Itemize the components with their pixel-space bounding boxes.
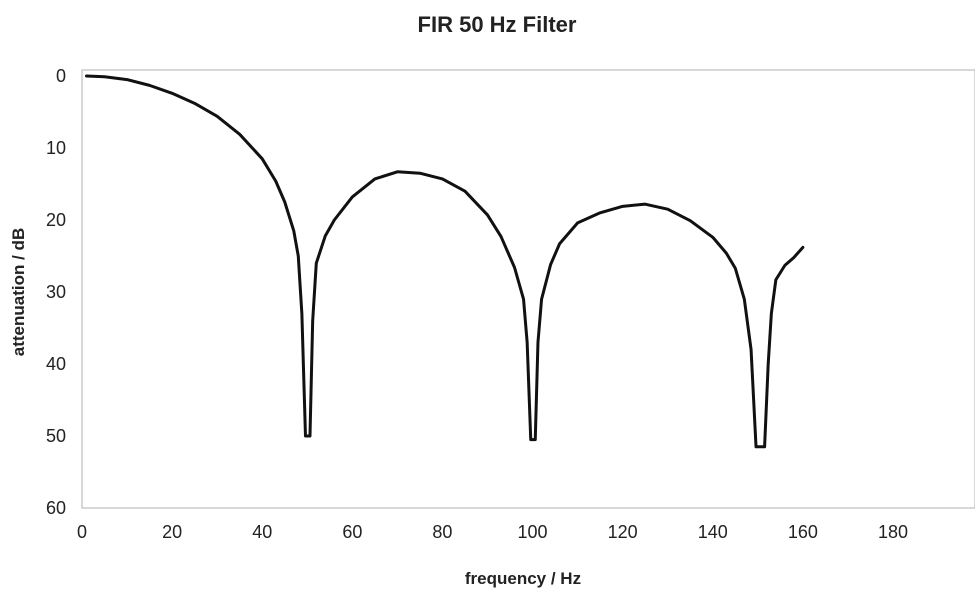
x-tick-label: 160 [788, 522, 818, 542]
x-tick-label: 140 [698, 522, 728, 542]
y-tick-label: 60 [46, 498, 66, 518]
chart-title: FIR 50 Hz Filter [418, 12, 577, 37]
x-tick-label: 180 [878, 522, 908, 542]
series-layer [85, 74, 805, 449]
attenuation-line [85, 74, 805, 449]
y-tick-label: 30 [46, 282, 66, 302]
x-tick-label: 0 [77, 522, 87, 542]
y-axis-label: attenuation / dB [9, 228, 28, 356]
y-tick-label: 50 [46, 426, 66, 446]
y-tick-label: 0 [56, 66, 66, 86]
y-tick-label: 40 [46, 354, 66, 374]
plot-frame [81, 69, 975, 509]
x-tick-label: 80 [432, 522, 452, 542]
x-tick-label: 120 [608, 522, 638, 542]
x-tick-labels: 0 20 40 60 80 100 120 140 160 180 [77, 522, 908, 542]
x-tick-label: 100 [518, 522, 548, 542]
x-tick-label: 40 [252, 522, 272, 542]
x-axis-label: frequency / Hz [465, 569, 581, 588]
x-tick-label: 60 [342, 522, 362, 542]
y-tick-labels: 0 10 20 30 40 50 60 [46, 66, 66, 518]
y-tick-label: 10 [46, 138, 66, 158]
x-tick-label: 20 [162, 522, 182, 542]
y-tick-label: 20 [46, 210, 66, 230]
